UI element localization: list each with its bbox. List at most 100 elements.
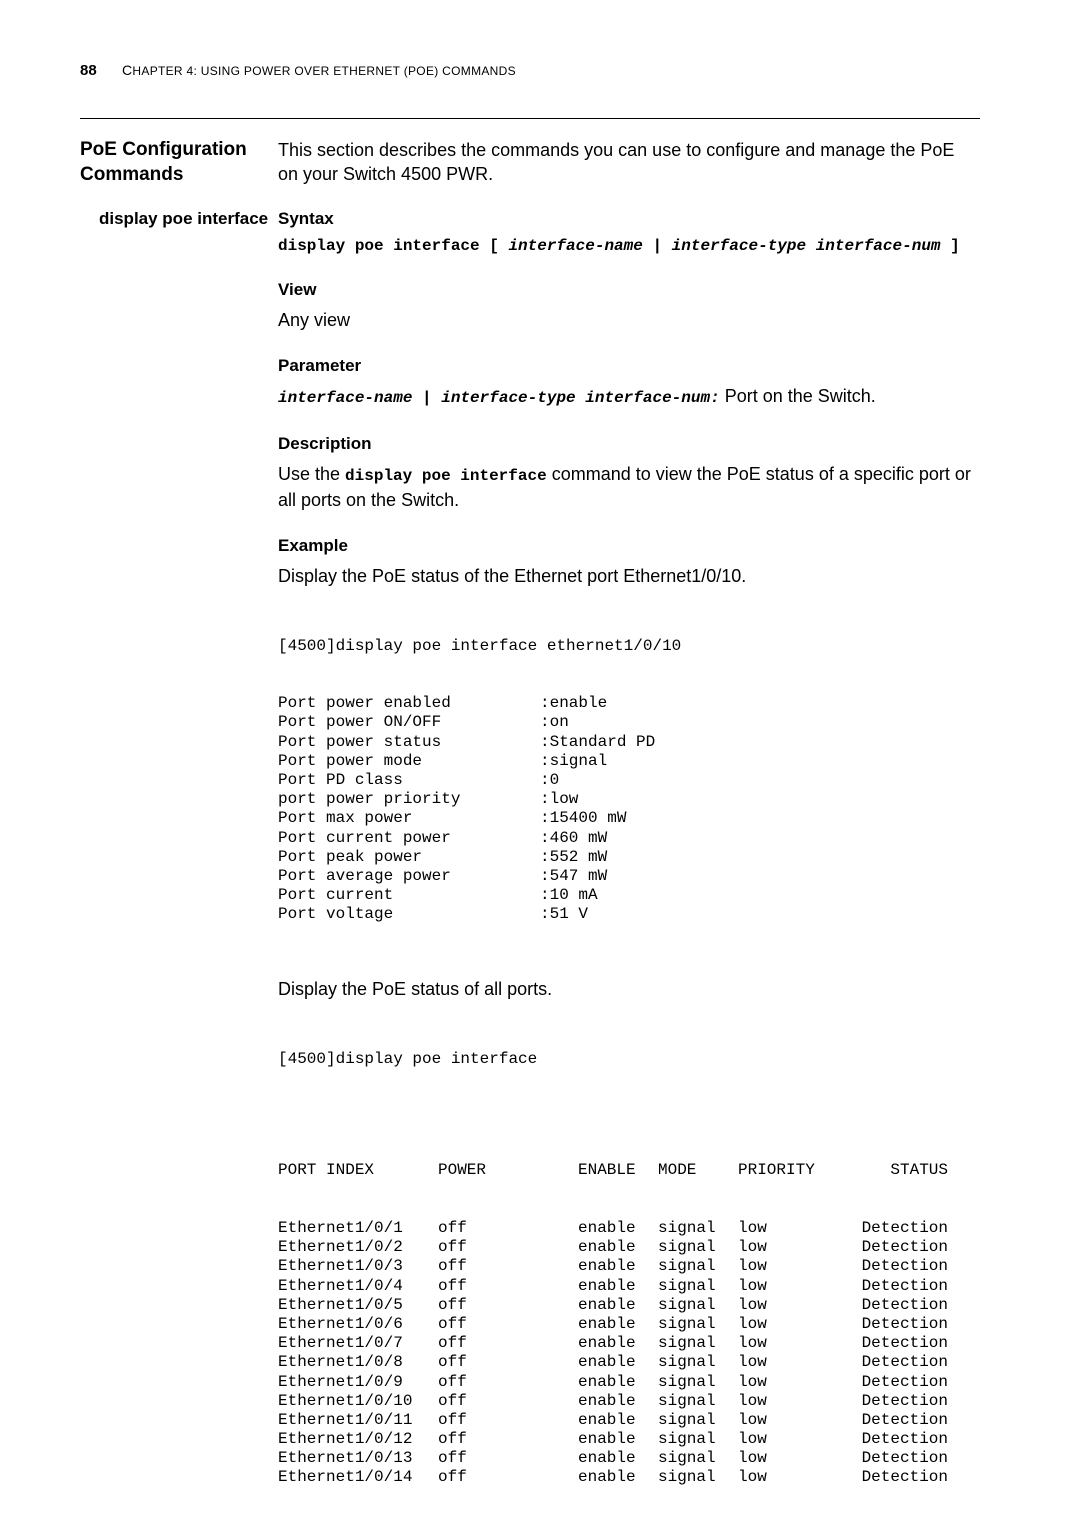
- table-row: Ethernet1/0/2offenablesignallowDetection: [278, 1238, 978, 1257]
- td-status: Detection: [838, 1353, 948, 1372]
- output-row: port power priority:low: [278, 790, 978, 809]
- td-port: Ethernet1/0/1: [278, 1219, 438, 1238]
- example-heading: Example: [278, 536, 978, 556]
- output-value: :547 mW: [540, 867, 607, 886]
- td-priority: low: [738, 1334, 838, 1353]
- syntax-heading: Syntax: [278, 209, 978, 229]
- th-status: STATUS: [838, 1161, 948, 1180]
- td-port: Ethernet1/0/9: [278, 1373, 438, 1392]
- td-power: off: [438, 1373, 578, 1392]
- table-row: Ethernet1/0/14offenablesignallowDetectio…: [278, 1468, 978, 1487]
- description-text: Use the display poe interface command to…: [278, 462, 978, 512]
- table-row: Ethernet1/0/1offenablesignallowDetection: [278, 1219, 978, 1238]
- output-row: Port power status:Standard PD: [278, 733, 978, 752]
- output-value: :10 mA: [540, 886, 598, 905]
- output-label: port power priority: [278, 790, 540, 809]
- td-mode: signal: [658, 1334, 738, 1353]
- td-status: Detection: [838, 1392, 948, 1411]
- example-output-2: [4500]display poe interface PORT INDEX P…: [278, 1011, 978, 1526]
- section-divider: [80, 118, 980, 119]
- chapter-header-prefix: C: [122, 62, 132, 78]
- td-status: Detection: [838, 1373, 948, 1392]
- syntax-line: display poe interface [ interface-name |…: [278, 237, 978, 256]
- output-label: Port current power: [278, 829, 540, 848]
- td-mode: signal: [658, 1373, 738, 1392]
- td-status: Detection: [838, 1449, 948, 1468]
- output-label: Port PD class: [278, 771, 540, 790]
- td-mode: signal: [658, 1449, 738, 1468]
- td-mode: signal: [658, 1468, 738, 1487]
- output-row: Port PD class:0: [278, 771, 978, 790]
- table-row: Ethernet1/0/6offenablesignallowDetection: [278, 1315, 978, 1334]
- td-priority: low: [738, 1449, 838, 1468]
- table-row: Ethernet1/0/10offenablesignallowDetectio…: [278, 1392, 978, 1411]
- td-port: Ethernet1/0/5: [278, 1296, 438, 1315]
- td-mode: signal: [658, 1392, 738, 1411]
- td-enable: enable: [578, 1277, 658, 1296]
- output-label: Port current: [278, 886, 540, 905]
- table-row: Ethernet1/0/3offenablesignallowDetection: [278, 1257, 978, 1276]
- syntax-arg1: interface-name: [508, 237, 642, 255]
- prompt-2-cmd: display poe interface: [336, 1050, 538, 1068]
- param-arg1: interface-name: [278, 389, 412, 407]
- param-arg2: interface-type interface-num:: [441, 389, 719, 407]
- td-mode: signal: [658, 1315, 738, 1334]
- syntax-cmd: display poe interface [: [278, 237, 508, 255]
- td-enable: enable: [578, 1315, 658, 1334]
- view-text: Any view: [278, 308, 978, 332]
- table-row: Ethernet1/0/13offenablesignallowDetectio…: [278, 1449, 978, 1468]
- td-mode: signal: [658, 1296, 738, 1315]
- td-priority: low: [738, 1411, 838, 1430]
- td-status: Detection: [838, 1411, 948, 1430]
- td-priority: low: [738, 1277, 838, 1296]
- page-number: 88: [80, 62, 97, 79]
- td-port: Ethernet1/0/10: [278, 1392, 438, 1411]
- td-enable: enable: [578, 1430, 658, 1449]
- td-status: Detection: [838, 1238, 948, 1257]
- output-value: :0: [540, 771, 559, 790]
- output-row: Port power enabled:enable: [278, 694, 978, 713]
- th-priority: PRIORITY: [738, 1161, 838, 1180]
- prompt-1-pre: [4500]: [278, 637, 336, 655]
- td-power: off: [438, 1238, 578, 1257]
- output-value: :15400 mW: [540, 809, 626, 828]
- td-status: Detection: [838, 1219, 948, 1238]
- output-value: :460 mW: [540, 829, 607, 848]
- td-power: off: [438, 1257, 578, 1276]
- td-status: Detection: [838, 1277, 948, 1296]
- param-sep: |: [412, 389, 441, 407]
- output-row: Port average power:547 mW: [278, 867, 978, 886]
- td-priority: low: [738, 1392, 838, 1411]
- td-port: Ethernet1/0/4: [278, 1277, 438, 1296]
- td-enable: enable: [578, 1468, 658, 1487]
- example-intro-1: Display the PoE status of the Ethernet p…: [278, 564, 978, 588]
- output-row: Port peak power:552 mW: [278, 848, 978, 867]
- prompt-2-pre: [4500]: [278, 1050, 336, 1068]
- output-row: Port current power:460 mW: [278, 829, 978, 848]
- output-value: :on: [540, 713, 569, 732]
- output-value: :552 mW: [540, 848, 607, 867]
- view-heading: View: [278, 280, 978, 300]
- td-priority: low: [738, 1353, 838, 1372]
- td-priority: low: [738, 1257, 838, 1276]
- td-power: off: [438, 1449, 578, 1468]
- td-port: Ethernet1/0/14: [278, 1468, 438, 1487]
- td-mode: signal: [658, 1257, 738, 1276]
- td-priority: low: [738, 1373, 838, 1392]
- table-row: Ethernet1/0/11offenablesignallowDetectio…: [278, 1411, 978, 1430]
- output-value: :enable: [540, 694, 607, 713]
- td-mode: signal: [658, 1430, 738, 1449]
- output-label: Port power mode: [278, 752, 540, 771]
- td-port: Ethernet1/0/2: [278, 1238, 438, 1257]
- table-row: Ethernet1/0/4offenablesignallowDetection: [278, 1277, 978, 1296]
- td-priority: low: [738, 1468, 838, 1487]
- td-mode: signal: [658, 1353, 738, 1372]
- table-row: Ethernet1/0/7offenablesignallowDetection: [278, 1334, 978, 1353]
- th-port: PORT INDEX: [278, 1161, 438, 1180]
- td-enable: enable: [578, 1392, 658, 1411]
- table-row: Ethernet1/0/8offenablesignallowDetection: [278, 1353, 978, 1372]
- td-power: off: [438, 1430, 578, 1449]
- prompt-line-2: [4500]display poe interface: [278, 1050, 978, 1069]
- td-port: Ethernet1/0/7: [278, 1334, 438, 1353]
- syntax-arg2: interface-type interface-num: [672, 237, 941, 255]
